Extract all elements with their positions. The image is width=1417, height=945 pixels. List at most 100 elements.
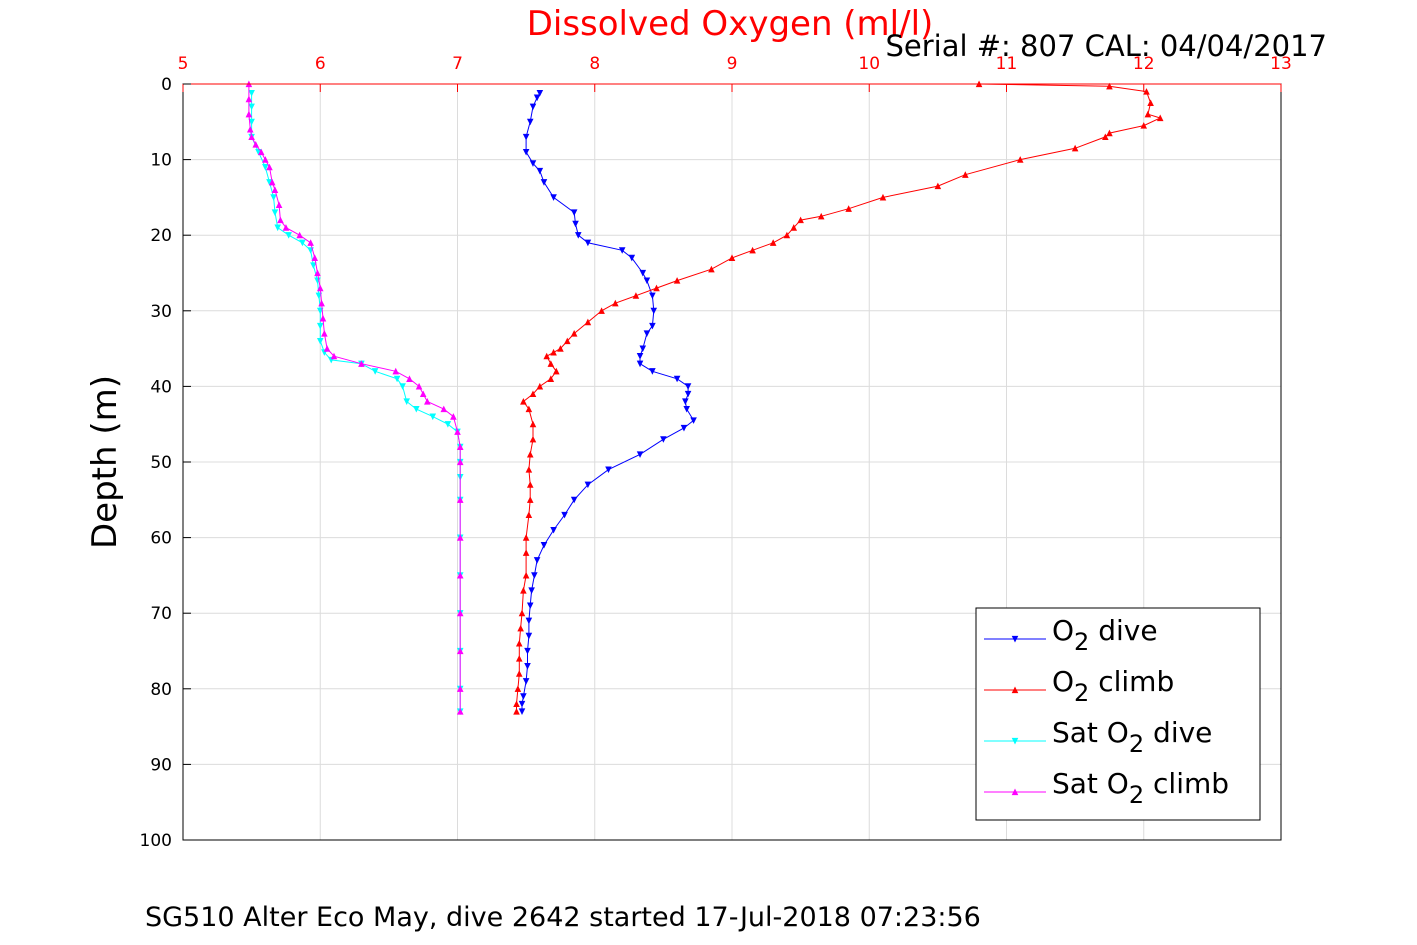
data-point — [403, 398, 411, 405]
data-point — [275, 201, 283, 209]
data-point — [444, 421, 452, 428]
data-point — [526, 118, 534, 126]
data-point — [1143, 88, 1150, 95]
data-point — [650, 307, 658, 315]
data-point — [520, 693, 527, 700]
data-point — [518, 609, 526, 617]
data-point — [316, 322, 324, 330]
data-point — [962, 171, 969, 178]
data-point — [728, 254, 736, 261]
data-point — [440, 405, 448, 413]
data-point — [612, 299, 619, 307]
data-point — [315, 292, 323, 300]
data-point — [316, 284, 324, 292]
y-tick-label: 10 — [150, 151, 172, 171]
data-point — [550, 348, 557, 356]
data-point — [1106, 129, 1113, 137]
series-sat-o2-climb — [245, 80, 464, 715]
data-point — [456, 443, 464, 450]
data-point — [262, 156, 269, 163]
data-point — [252, 141, 260, 148]
data-point — [564, 337, 571, 345]
data-point — [618, 247, 626, 254]
data-point — [393, 375, 401, 383]
y-tick-label: 20 — [150, 226, 172, 246]
data-point — [1144, 110, 1152, 118]
data-point — [790, 224, 798, 231]
data-point — [749, 246, 756, 254]
data-point — [517, 624, 524, 632]
data-point — [529, 390, 537, 398]
series-line-o2-dive — [521, 92, 695, 712]
data-point — [245, 95, 253, 103]
data-point — [653, 284, 660, 292]
data-point — [1016, 156, 1024, 163]
data-point — [1156, 114, 1164, 122]
data-point — [528, 587, 535, 594]
data-point — [271, 186, 279, 193]
serial-annotation: Serial #: 807 CAL: 04/04/2017 — [885, 29, 1327, 63]
data-point — [529, 420, 537, 428]
data-point — [321, 330, 328, 337]
data-point — [649, 368, 656, 375]
data-point — [605, 466, 612, 474]
y-tick-label: 70 — [150, 604, 172, 624]
legend-label: O2 climb — [1052, 665, 1174, 707]
data-point — [268, 178, 276, 186]
x-tick-label: 13 — [1270, 54, 1292, 74]
data-point — [531, 572, 538, 579]
x-tick-label: 10 — [858, 54, 880, 74]
data-point — [299, 239, 306, 247]
data-point — [456, 496, 464, 503]
data-point — [524, 663, 531, 670]
data-point — [636, 451, 644, 458]
data-point — [524, 647, 531, 655]
x-tick-label: 11 — [996, 54, 1018, 74]
data-point — [547, 375, 555, 382]
data-point — [570, 496, 578, 504]
y-ticks: 0 10 20 30 40 50 60 70 80 90 100 — [140, 75, 191, 851]
data-point — [323, 345, 331, 352]
data-point — [270, 194, 277, 201]
data-point — [246, 125, 254, 133]
data-point — [1140, 122, 1148, 129]
data-point — [682, 398, 689, 405]
data-point — [547, 360, 555, 367]
data-point — [529, 160, 537, 167]
footer-caption: SG510 Alter Eco May, dive 2642 started 1… — [145, 902, 981, 933]
data-point — [649, 292, 656, 300]
data-point — [456, 609, 464, 617]
data-point — [277, 216, 284, 224]
y-tick-label: 50 — [150, 453, 172, 473]
series-o2-climb — [513, 80, 1164, 715]
data-point — [522, 571, 530, 579]
data-point — [522, 534, 530, 541]
legend-swatch-marker — [1011, 635, 1019, 643]
data-point — [660, 436, 667, 443]
data-point — [319, 314, 327, 322]
data-point — [684, 383, 692, 390]
data-point — [456, 647, 464, 655]
series-sat-o2-dive — [248, 89, 464, 715]
data-point — [1071, 144, 1079, 152]
series-layer — [245, 80, 1164, 715]
y-tick-label: 100 — [140, 831, 172, 851]
data-point — [783, 231, 791, 239]
data-point — [520, 398, 527, 405]
legend-swatch-marker — [1011, 737, 1019, 745]
data-point — [399, 383, 406, 390]
x-ticks: 5 6 7 8 9 10 11 12 13 — [178, 54, 1292, 92]
data-point — [525, 617, 533, 625]
data-point — [643, 330, 651, 337]
data-point — [424, 398, 431, 405]
data-point — [526, 602, 534, 610]
data-point — [429, 413, 437, 421]
data-point — [248, 103, 255, 111]
data-point — [274, 224, 281, 232]
x-tick-label: 7 — [452, 54, 463, 74]
data-point — [314, 269, 321, 277]
data-point — [570, 209, 578, 216]
data-point — [515, 655, 523, 662]
data-point — [454, 428, 461, 435]
data-point — [683, 405, 690, 413]
